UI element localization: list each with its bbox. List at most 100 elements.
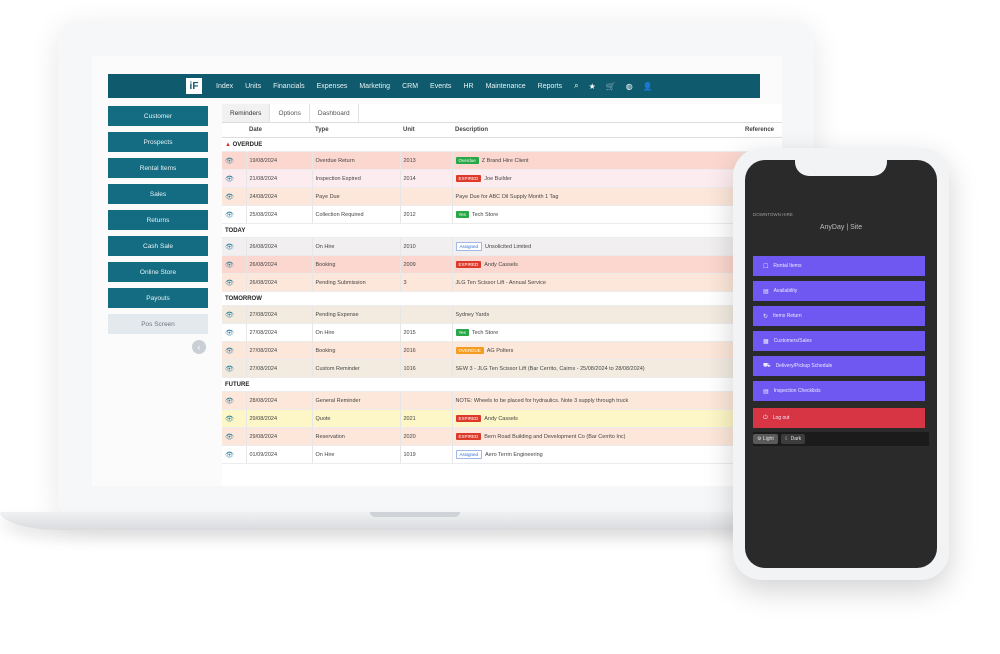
sidebar-button-prospects[interactable]: Prospects: [108, 132, 208, 152]
description-cell: Assigned Unsolicited Limited: [452, 237, 743, 256]
table-row[interactable]: 👁 01/09/2024 On Hire 1019 Assigned Aero Terri…: [222, 445, 782, 464]
top-navigation: iF Index Units Financials Expenses Marketing…: [108, 74, 760, 98]
table-row[interactable]: 👁 21/08/2024 Inspection Expired 2014 EXPIRED…: [222, 169, 782, 188]
sidebar-button-rental-items[interactable]: Rental Items: [108, 158, 208, 178]
phone-button-delivery-pickup-schedule[interactable]: ⛟ Delivery/Pickup Schedule: [753, 356, 925, 376]
phone-button-inspection-checklists[interactable]: ▤ Inspection Checklists: [753, 381, 925, 401]
light-theme-button[interactable]: ⚙ Light: [753, 434, 778, 444]
type-cell: Pending Submission: [312, 273, 401, 292]
sidebar-button-online-store[interactable]: Online Store: [108, 262, 208, 282]
nav-item-index[interactable]: Index: [216, 82, 234, 90]
type-cell: Booking: [312, 255, 401, 274]
globe-icon[interactable]: ◍: [625, 81, 633, 91]
eye-icon[interactable]: 👁: [225, 347, 234, 355]
sidebar-button-sales[interactable]: Sales: [108, 184, 208, 204]
description-cell: OVERDUE AG Polters: [452, 341, 743, 360]
view-cell: 👁: [222, 151, 247, 170]
eye-icon[interactable]: 👁: [225, 157, 234, 165]
theme-switch-bar: ⚙ Light ☾ Dark: [753, 432, 929, 446]
table-row[interactable]: 👁 26/08/2024 Booking 2009 EXPIRED Andy Cassel…: [222, 255, 782, 274]
eye-icon[interactable]: 👁: [225, 433, 234, 441]
nav-item-expenses[interactable]: Expenses: [316, 82, 348, 90]
table-row[interactable]: 👁 27/08/2024 Pending Expense Sydney Yards: [222, 305, 782, 324]
dark-theme-button[interactable]: ☾ Dark: [780, 434, 806, 444]
phone-button-customers-sales[interactable]: ▦ Customers/Sales: [753, 331, 925, 351]
table-row[interactable]: 👁 19/08/2024 Overdue Return 2013 Overdue Z Br…: [222, 151, 782, 170]
app-logo[interactable]: iF: [186, 78, 202, 94]
date-cell: 28/08/2024: [246, 391, 313, 410]
nav-item-marketing[interactable]: Marketing: [359, 82, 391, 90]
group-label: TODAY: [225, 227, 246, 234]
table-row[interactable]: 👁 28/08/2024 General Reminder NOTE: Wheels …: [222, 391, 782, 410]
status-badge: EXPIRED: [455, 261, 482, 268]
search-icon[interactable]: ⌕: [574, 81, 579, 90]
table-row[interactable]: 👁 29/08/2024 Reservation 2020 EXPIRED Bern Ro…: [222, 427, 782, 446]
nav-item-financials[interactable]: Financials: [273, 82, 305, 90]
description-cell: Sydney Yards: [452, 305, 743, 324]
unit-cell: 3: [400, 273, 453, 292]
pos-screen-button[interactable]: Pos Screen: [108, 314, 208, 334]
tab-options[interactable]: Options: [270, 104, 310, 122]
nav-item-events[interactable]: Events: [430, 82, 452, 90]
sidebar-button-customer[interactable]: Customer: [108, 106, 208, 126]
nav-item-hr[interactable]: HR: [463, 82, 474, 90]
logout-label: Log out: [772, 415, 790, 421]
table-row[interactable]: 👁 27/08/2024 Custom Reminder 1016 SEW 3 - JL…: [222, 359, 782, 378]
type-cell: On Hire: [312, 323, 401, 342]
eye-icon[interactable]: 👁: [225, 365, 234, 373]
user-icon[interactable]: 👤: [642, 81, 653, 91]
collapse-sidebar-icon[interactable]: ‹: [192, 340, 206, 354]
tab-bar: Reminders Options Dashboard: [222, 104, 782, 123]
eye-icon[interactable]: 👁: [225, 397, 234, 405]
table-row[interactable]: 👁 25/08/2024 Collection Required 2012 Yes Tec…: [222, 205, 782, 224]
eye-icon[interactable]: 👁: [225, 451, 234, 459]
eye-icon[interactable]: 👁: [225, 311, 234, 319]
eye-icon[interactable]: 👁: [225, 243, 234, 251]
type-cell: Custom Reminder: [312, 359, 401, 378]
table-row[interactable]: 👁 26/08/2024 Pending Submission 3 JLG Ten Sc…: [222, 273, 782, 292]
nav-item-crm[interactable]: CRM: [402, 82, 419, 90]
type-cell: Inspection Expired: [312, 169, 401, 188]
cart-icon[interactable]: 🛒: [605, 81, 616, 91]
table-row[interactable]: 👁 24/08/2024 Paye Due Paye Due for ABC Oil …: [222, 187, 782, 206]
description-text: Aero Terrin Engineering: [485, 451, 543, 458]
status-badge: EXPIRED: [455, 175, 482, 182]
type-cell: Paye Due: [312, 187, 401, 206]
column-header[interactable]: Type: [312, 123, 400, 138]
description-cell: Paye Due for ABC Oil Supply Month 1 Tag: [452, 187, 743, 206]
nav-item-maintenance[interactable]: Maintenance: [485, 82, 526, 90]
column-header[interactable]: Date: [246, 123, 312, 138]
eye-icon[interactable]: 👁: [225, 279, 234, 287]
nav-item-reports[interactable]: Reports: [537, 82, 563, 90]
eye-icon[interactable]: 👁: [225, 261, 234, 269]
sidebar-button-payouts[interactable]: Payouts: [108, 288, 208, 308]
sidebar-button-returns[interactable]: Returns: [108, 210, 208, 230]
eye-icon[interactable]: 👁: [225, 415, 234, 423]
eye-icon[interactable]: 👁: [225, 211, 234, 219]
view-cell: 👁: [222, 341, 247, 360]
eye-icon[interactable]: 👁: [225, 329, 234, 337]
menu-item-icon: ↻: [763, 313, 769, 320]
phone-button-label: Customers/Sales: [773, 338, 812, 344]
status-badge: EXPIRED: [455, 433, 482, 440]
logout-button[interactable]: ⏻ Log out: [753, 408, 925, 428]
eye-icon[interactable]: 👁: [225, 193, 234, 201]
unit-cell: 2013: [400, 151, 453, 170]
date-cell: 25/08/2024: [246, 205, 313, 224]
table-row[interactable]: 👁 26/08/2024 On Hire 2010 Assigned Unsolicite…: [222, 237, 782, 256]
unit-cell: [400, 187, 453, 206]
view-cell: 👁: [222, 359, 247, 378]
phone-button-items-return[interactable]: ↻ Items Return: [753, 306, 925, 326]
star-icon[interactable]: ★: [588, 81, 596, 91]
phone-button-rental-items[interactable]: ☐ Rental Items: [753, 256, 925, 276]
menu-item-icon: ▦: [763, 338, 769, 345]
phone-button-availability[interactable]: ▤ Availability: [753, 281, 925, 301]
tab-reminders[interactable]: Reminders: [222, 104, 271, 122]
sidebar-button-cash-sale[interactable]: Cash Sale: [108, 236, 208, 256]
nav-item-units[interactable]: Units: [245, 82, 262, 90]
eye-icon[interactable]: 👁: [225, 175, 234, 183]
tab-dashboard[interactable]: Dashboard: [310, 104, 359, 122]
